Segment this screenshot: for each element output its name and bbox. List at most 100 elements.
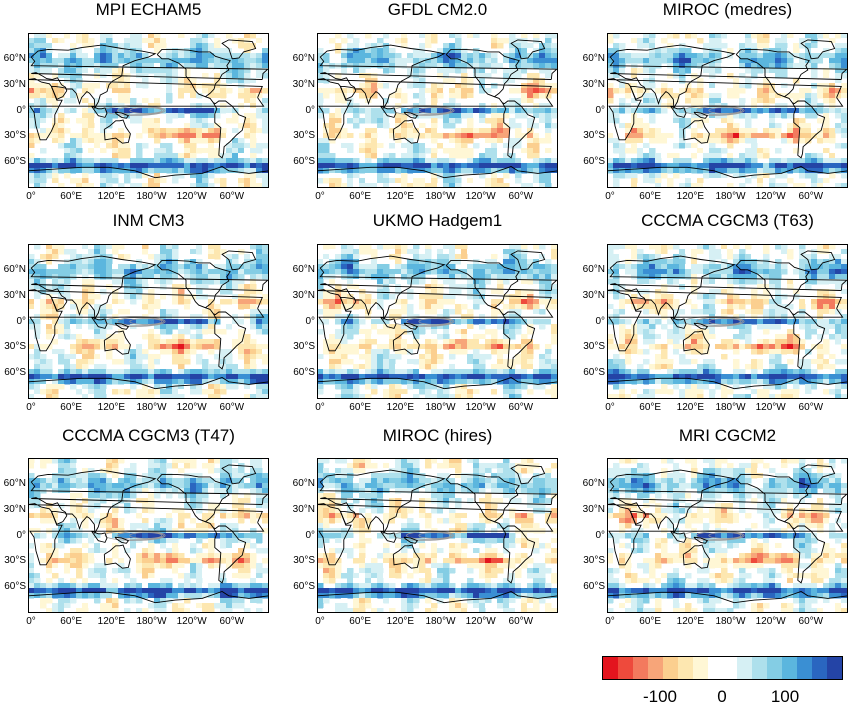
field-cell (733, 168, 740, 174)
field-cell (383, 369, 390, 375)
field-cell (256, 148, 263, 154)
field-cell (841, 108, 848, 114)
field-cell (485, 118, 492, 124)
field-cell (371, 384, 378, 390)
field-cell (425, 349, 432, 355)
field-cell (238, 58, 245, 64)
field-cell (805, 93, 812, 99)
field-cell (166, 329, 173, 335)
field-cell (829, 88, 836, 94)
field-cell (491, 123, 498, 129)
field-cell (82, 259, 89, 265)
field-cell (757, 43, 764, 49)
field-cell (136, 68, 143, 74)
field-cell (232, 168, 239, 174)
field-cell (715, 38, 722, 44)
field-cell (545, 349, 552, 355)
field-cell (503, 339, 510, 345)
field-cell (196, 38, 203, 44)
field-cell (539, 364, 546, 370)
field-cell (82, 53, 89, 59)
field-cell (100, 83, 107, 89)
field-cell (365, 153, 372, 159)
field-cell (389, 384, 396, 390)
field-cell (503, 58, 510, 64)
field-cell (685, 158, 692, 164)
field-cell (154, 334, 161, 340)
field-cell (395, 364, 402, 370)
field-cell (184, 264, 191, 270)
field-cell (46, 163, 53, 169)
field-cell (377, 143, 384, 149)
field-cell (793, 158, 800, 164)
field-cell (751, 108, 758, 114)
field-cell (323, 254, 330, 260)
field-cell (473, 344, 480, 350)
field-cell (130, 163, 137, 169)
field-cell (256, 254, 263, 260)
field-cell (124, 254, 131, 260)
field-cell (691, 133, 698, 139)
field-cell (811, 143, 818, 149)
field-cell (539, 359, 546, 365)
field-cell (154, 43, 161, 49)
field-cell (371, 48, 378, 54)
field-cell (709, 98, 716, 104)
field-cell (643, 58, 650, 64)
field-cell (497, 63, 504, 69)
field-cell (503, 254, 510, 260)
field-cell (347, 158, 354, 164)
field-cell (359, 143, 366, 149)
field-cell (467, 113, 474, 119)
field-cell (106, 304, 113, 310)
field-cell (715, 98, 722, 104)
field-cell (811, 73, 818, 79)
field-cell (787, 128, 794, 134)
field-cell (721, 163, 728, 169)
field-cell (232, 93, 239, 99)
field-cell (323, 148, 330, 154)
field-cell (40, 98, 47, 104)
field-cell (425, 163, 432, 169)
field-cell (383, 153, 390, 159)
field-cell (371, 108, 378, 114)
field-cell (625, 88, 632, 94)
field-cell (250, 359, 257, 365)
field-cell (679, 133, 686, 139)
field-cell (353, 58, 360, 64)
field-cell (461, 279, 468, 285)
field-cell (256, 63, 263, 69)
field-cell (431, 83, 438, 89)
field-cell (166, 68, 173, 74)
field-cell (527, 299, 534, 305)
field-cell (154, 249, 161, 255)
field-cell (739, 163, 746, 169)
field-cell (389, 158, 396, 164)
field-cell (407, 53, 414, 59)
field-cell (353, 389, 360, 395)
field-cell (799, 108, 806, 114)
field-cell (329, 264, 336, 270)
field-cell (763, 148, 770, 154)
field-cell (262, 138, 269, 144)
field-cell (455, 369, 462, 375)
field-cell (763, 178, 770, 184)
field-cell (214, 178, 221, 184)
field-cell (625, 158, 632, 164)
field-cell (256, 319, 263, 325)
field-cell (485, 58, 492, 64)
field-cell (46, 299, 53, 305)
field-cell (437, 359, 444, 365)
field-cell (232, 173, 239, 179)
field-cell (244, 178, 251, 184)
field-cell (244, 43, 251, 49)
field-cell (196, 178, 203, 184)
field-cell (491, 178, 498, 184)
field-cell (661, 88, 668, 94)
field-cell (697, 163, 704, 169)
field-cell (449, 369, 456, 375)
field-cell (148, 123, 155, 129)
field-cell (811, 48, 818, 54)
field-cell (178, 354, 185, 360)
field-cell (238, 319, 245, 325)
